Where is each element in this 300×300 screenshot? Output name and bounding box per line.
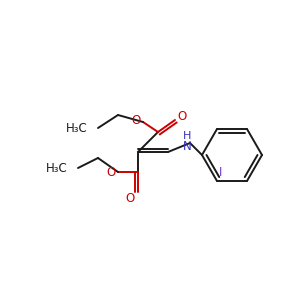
Text: I: I — [219, 167, 223, 179]
Text: O: O — [107, 167, 116, 179]
Text: O: O — [177, 110, 187, 124]
Text: O: O — [132, 115, 141, 128]
Text: H: H — [183, 131, 191, 141]
Text: H₃C: H₃C — [66, 122, 88, 134]
Text: O: O — [125, 191, 135, 205]
Text: H₃C: H₃C — [46, 161, 68, 175]
Text: N: N — [183, 140, 191, 152]
